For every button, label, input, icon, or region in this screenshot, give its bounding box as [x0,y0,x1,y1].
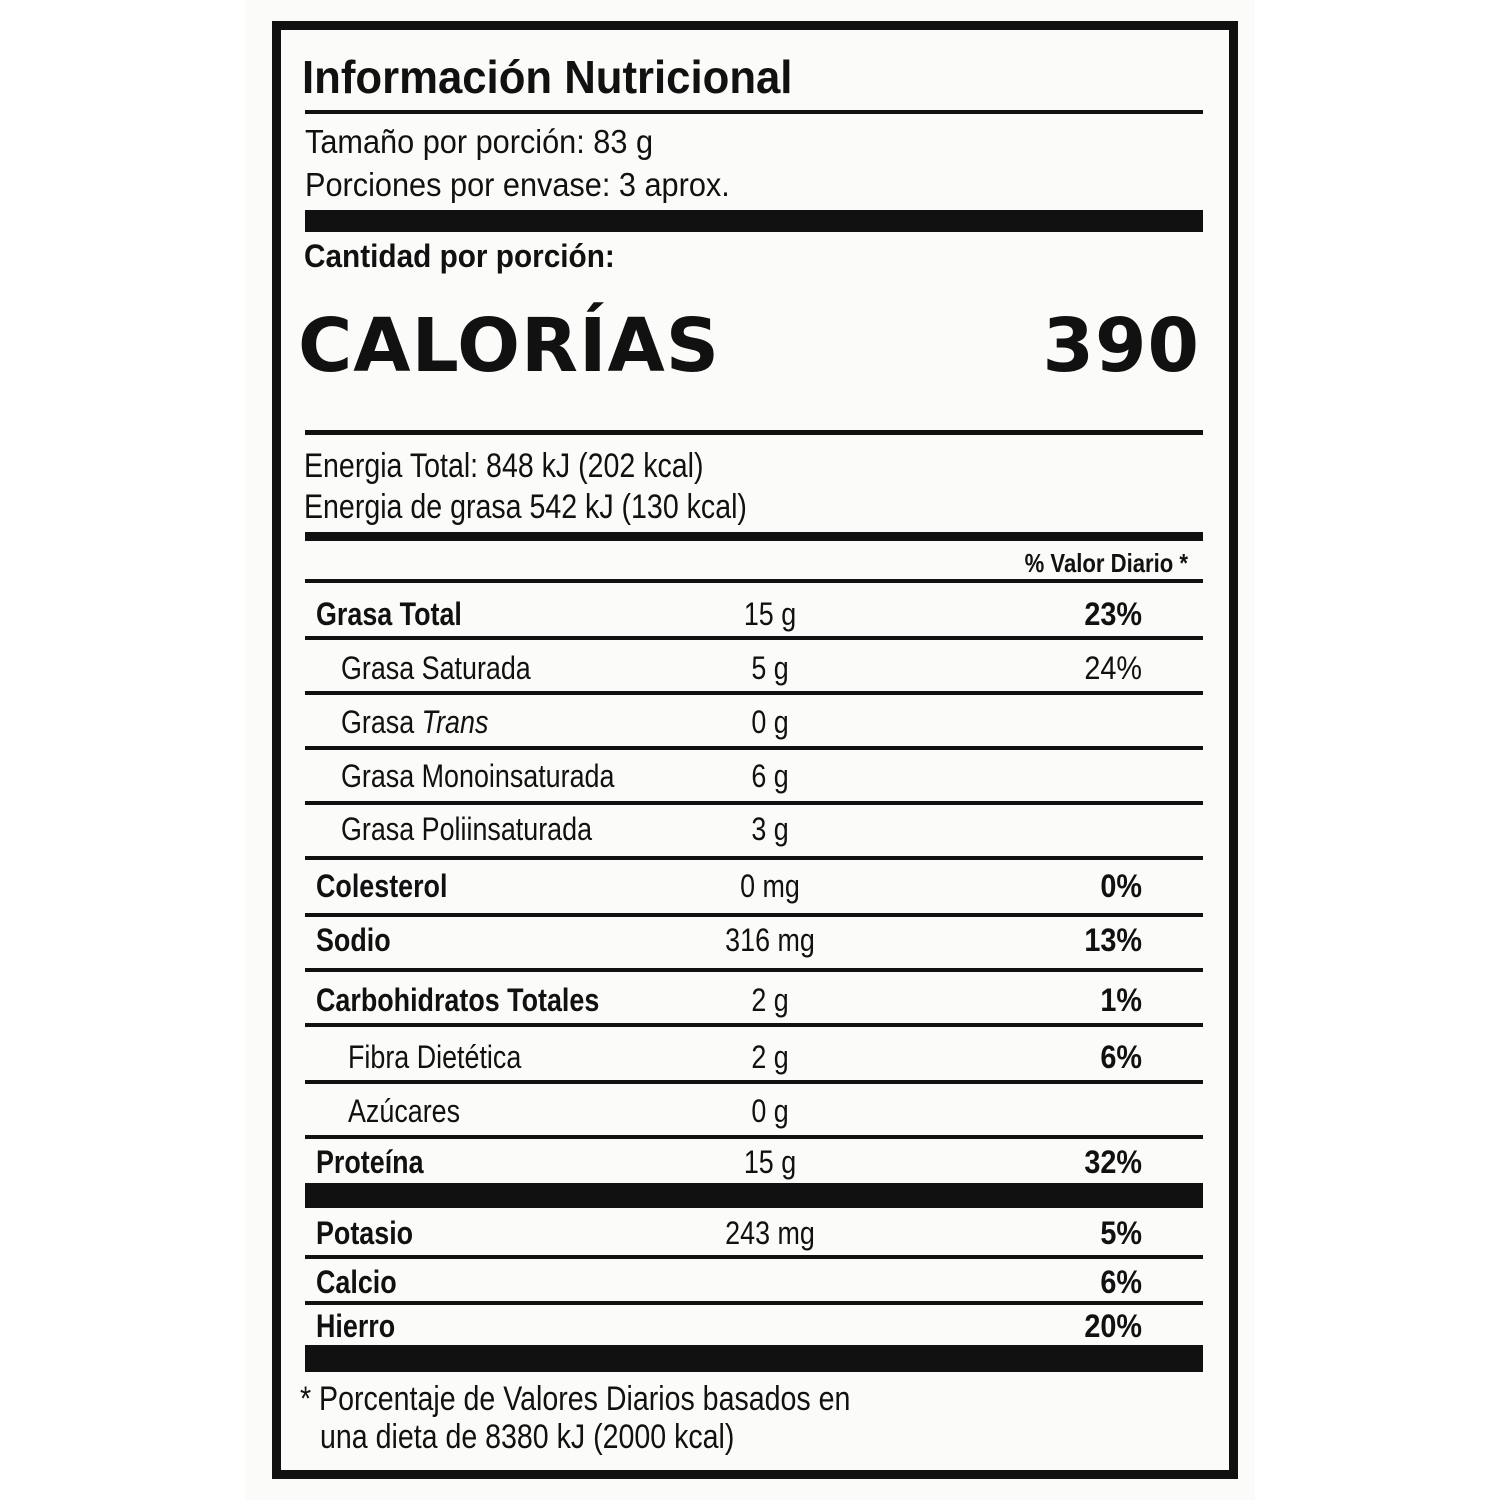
nutrient-label: Grasa Poliinsaturada [341,811,592,848]
nutrient-amount: 2 g [751,982,789,1018]
row-divider [305,968,1203,972]
servings-per-container: Porciones por envase: 3 aprox. [305,166,730,203]
nutrient-label: Fibra Dietética [348,1039,521,1076]
nutrient-label: Grasa Trans [341,704,488,741]
nutrient-label: Potasio [316,1215,413,1252]
nutrient-amount: 316 mg [725,922,815,958]
nutrient-daily-value: 0% [1100,868,1142,904]
nutrient-amount: 0 mg [740,868,800,904]
nutrient-label: Sodio [316,922,391,959]
row-divider [305,801,1203,805]
label-paper [245,0,1255,1500]
nutrient-label: Grasa Monoinsaturada [341,758,614,795]
nutrient-daily-value: 6% [1100,1264,1142,1300]
row-divider [305,1080,1203,1084]
nutrient-label: Grasa Total [316,596,462,633]
daily-value-header: % Valor Diario * [1024,548,1188,578]
nutrient-amount: 3 g [751,811,789,847]
nutrient-daily-value: 32% [1084,1144,1142,1180]
nutrient-label-text: Fibra Dietética [348,1039,522,1075]
nutrient-label-text: Proteína [316,1144,424,1180]
nutrient-label-text: Calcio [316,1264,397,1300]
nutrient-label-text: Hierro [316,1308,396,1344]
thick-divider [305,1345,1203,1372]
nutrient-daily-value: 1% [1100,982,1142,1018]
nutrient-daily-value: 13% [1084,922,1142,958]
energy-total: Energia Total: 848 kJ (202 kcal) [304,447,704,485]
nutrient-label-text: Grasa Poliinsaturada [341,811,593,847]
footnote-line-1: * Porcentaje de Valores Diarios basados … [300,1380,851,1418]
nutrient-amount: 6 g [751,758,789,794]
nutrient-label: Carbohidratos Totales [316,982,599,1019]
thick-divider [305,532,1203,541]
nutrient-amount: 243 mg [725,1215,815,1251]
calories-label: CALORÍAS [298,303,721,389]
nutrient-daily-value: 6% [1100,1039,1142,1075]
nutrient-label: Colesterol [316,868,447,905]
nutrient-amount: 0 g [751,1093,789,1129]
nutrient-daily-value: 20% [1084,1308,1142,1344]
footnote-line-2: una dieta de 8380 kJ (2000 kcal) [320,1418,735,1456]
nutrient-label-text: Azúcares [348,1093,461,1129]
energy-fat: Energia de grasa 542 kJ (130 kcal) [304,488,747,526]
row-divider [305,1255,1203,1259]
thick-divider [305,1183,1203,1208]
nutrient-daily-value: 23% [1084,596,1142,632]
calories-value: 390 [1042,303,1200,389]
nutrient-amount: 15 g [743,1144,797,1180]
nutrient-amount: 2 g [751,1039,789,1075]
nutrient-label-text: Sodio [316,922,391,958]
row-divider [305,636,1203,640]
row-divider [305,913,1203,917]
nutrient-label: Calcio [316,1264,397,1301]
divider [305,579,1203,583]
nutrition-facts-border [272,21,1238,1479]
nutrient-label: Grasa Saturada [341,650,531,687]
nutrient-label-text: Colesterol [316,868,448,904]
nutrient-label: Proteína [316,1144,424,1181]
nutrient-label-text: Grasa Saturada [341,650,531,686]
row-divider [305,1135,1203,1139]
label-title: Información Nutricional [302,51,793,103]
nutrient-label: Hierro [316,1308,395,1345]
nutrient-label-text: Carbohidratos Totales [316,982,600,1018]
thick-divider [305,210,1203,232]
nutrient-amount: 5 g [751,650,789,686]
nutrient-daily-value: 5% [1100,1215,1142,1251]
divider [305,430,1203,435]
row-divider [305,1301,1203,1305]
nutrient-amount: 0 g [751,704,789,740]
row-divider [305,1023,1203,1027]
row-divider [305,856,1203,860]
nutrient-daily-value: 24% [1084,650,1142,686]
amount-per-serving: Cantidad por porción: [304,238,615,274]
serving-size: Tamaño por porción: 83 g [305,123,654,160]
divider [305,110,1203,114]
nutrient-label-text: Grasa Total [316,596,462,632]
nutrient-label-text: Grasa Monoinsaturada [341,758,615,794]
nutrient-label: Azúcares [348,1093,460,1130]
nutrient-amount: 15 g [743,596,797,632]
nutrient-label-text: Grasa [341,704,422,740]
row-divider [305,746,1203,750]
row-divider [305,691,1203,695]
nutrient-label-italic: Trans [421,704,489,740]
nutrient-label-text: Potasio [316,1215,414,1251]
